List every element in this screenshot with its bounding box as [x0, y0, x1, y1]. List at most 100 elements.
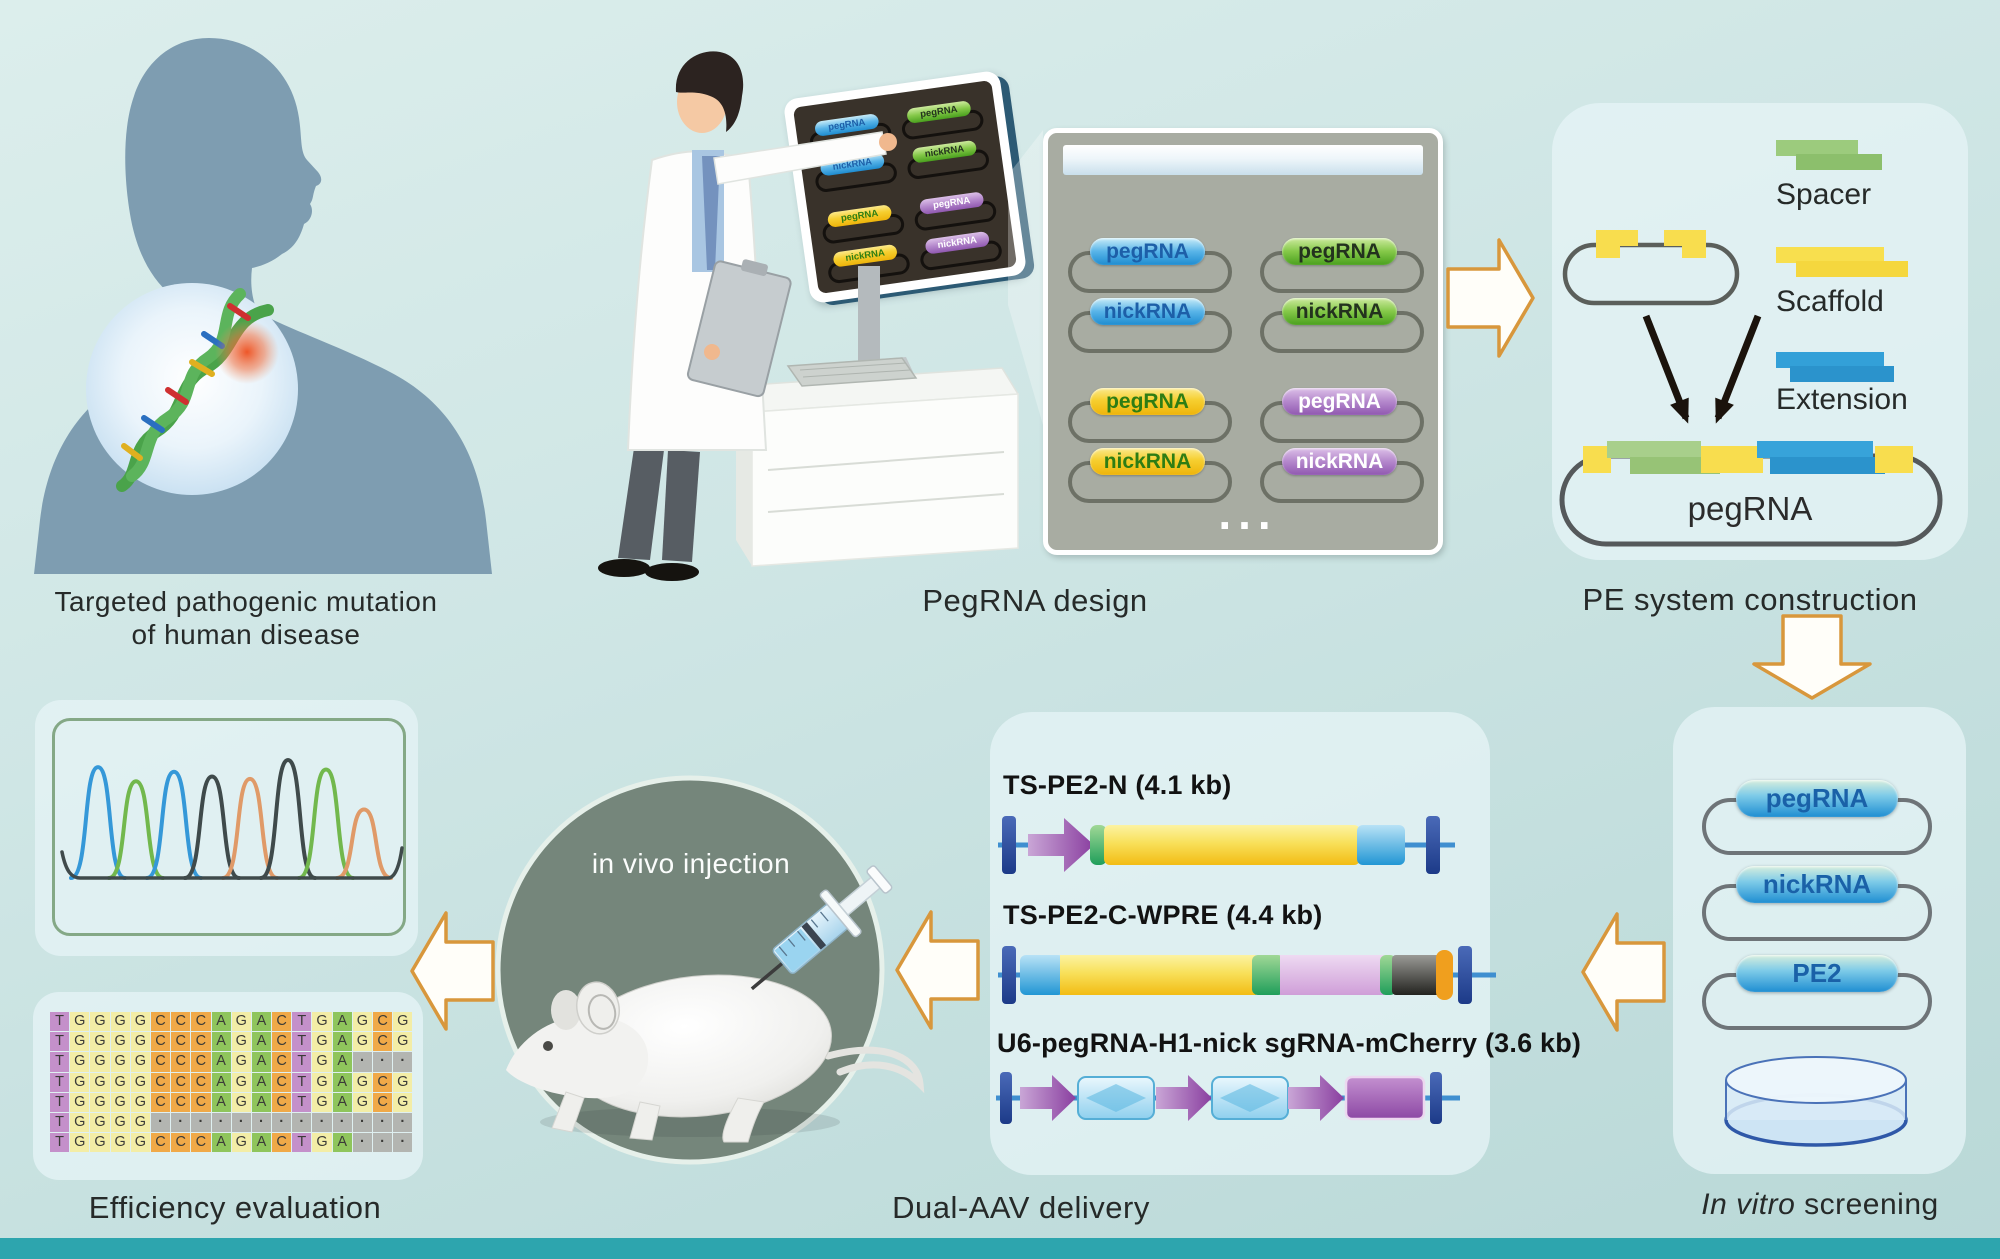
panel-ellipsis: ... [1218, 487, 1278, 539]
alignment-cell: G [352, 1072, 372, 1092]
step4-rest: screening [1795, 1188, 1939, 1221]
plasmid-unit: PE2 [1702, 955, 1934, 1050]
construct2-title: TS-PE2-C-WPRE (4.4 kb) [1003, 900, 1323, 930]
hand [879, 133, 897, 151]
chromatogram-frame [52, 718, 406, 936]
alignment-cell: T [292, 1072, 312, 1092]
mouse-tail [824, 1046, 925, 1094]
alignment-cell: G [110, 1133, 130, 1153]
alignment-cell: C [171, 1092, 191, 1112]
chromatogram-peak [145, 769, 203, 880]
nickRNA-pill: nickRNA [1282, 448, 1397, 475]
pegRNA-pill: pegRNA [1090, 238, 1205, 265]
alignment-cell: G [110, 1032, 130, 1052]
construct-U6-pegRNA [996, 1072, 1460, 1124]
alignment-cell: · [393, 1112, 413, 1133]
alignment-cell: · [373, 1133, 393, 1153]
alignment-cell: A [211, 1052, 231, 1072]
alignment-cell: G [312, 1032, 332, 1052]
alignment-cell: A [211, 1133, 231, 1153]
alignment-cell: G [110, 1012, 130, 1032]
alignment-cell: A [251, 1133, 272, 1153]
pointing-arm [713, 131, 887, 185]
chromatogram-peak [335, 807, 393, 880]
alignment-cell: G [110, 1072, 130, 1092]
alignment-cell: C [171, 1052, 191, 1072]
alignment-cell: T [50, 1072, 70, 1092]
promoter-arrow-icon [1028, 818, 1094, 872]
alignment-cell: · [231, 1112, 251, 1133]
plasmid-unit: nickRNA [1702, 866, 1934, 961]
alignment-cell: C [272, 1052, 292, 1072]
alignment-cell: G [352, 1012, 372, 1032]
mouse-eye [543, 1041, 553, 1051]
alignment-cell: G [90, 1012, 110, 1032]
clipboard [686, 259, 792, 398]
alignment-cell: C [191, 1092, 211, 1112]
mutation-glow [215, 320, 279, 384]
alignment-cell: G [90, 1052, 110, 1072]
alignment-cell: C [373, 1072, 393, 1092]
construct1-title: TS-PE2-N (4.1 kb) [1003, 770, 1232, 800]
step1-line1: Targeted pathogenic mutation [54, 586, 438, 617]
nickRNA-pill: nickRNA [1282, 298, 1397, 325]
step5-label: Dual-AAV delivery [892, 1190, 1150, 1225]
arrow-right-icon [1446, 238, 1535, 358]
assembled-pegRNA-label: pegRNA [1687, 490, 1813, 527]
alignment-cell: · [251, 1112, 272, 1133]
alignment-cell: · [393, 1133, 413, 1153]
arrow-down-icon [1752, 614, 1872, 700]
alignment-cell: G [110, 1052, 130, 1072]
alignment-cell: C [373, 1032, 393, 1052]
nickRNA-pill: nickRNA [1090, 448, 1205, 475]
nickRNA-pill: nickRNA [1090, 298, 1205, 325]
pegRNA-design-panel: pegRNA nickRNA pegRNA nickRNA pegRNA nic… [1043, 128, 1443, 555]
alignment-cell: G [393, 1032, 413, 1052]
arrow-left-icon [1581, 912, 1666, 1032]
pe-construction-art [1559, 140, 1943, 547]
alignment-cell: C [272, 1072, 292, 1092]
plasmid-unit: nickRNA [1068, 448, 1254, 508]
arrow-left-icon [410, 911, 495, 1031]
construct-TS-PE2-C-WPRE [998, 946, 1496, 1004]
alignment-cell: C [373, 1012, 393, 1032]
alignment-cell: · [292, 1112, 312, 1133]
legend-spacer-blocks [1776, 140, 1882, 170]
human-silhouette [34, 38, 492, 574]
PE2-pill: PE2 [1736, 955, 1898, 992]
alignment-cell: G [90, 1032, 110, 1052]
alignment-cell: G [130, 1032, 150, 1052]
alignment-cell: G [312, 1012, 332, 1032]
syringe-icon [750, 865, 893, 991]
alignment-cell: A [332, 1032, 352, 1052]
alignment-cell: G [70, 1052, 90, 1072]
alignment-cell: C [150, 1032, 171, 1052]
plasmid-unit: pegRNA [1260, 238, 1446, 298]
alignment-cell: T [50, 1092, 70, 1112]
step7-label: Efficiency evaluation [88, 1190, 382, 1225]
chromatogram [60, 758, 404, 880]
alignment-cell: G [70, 1032, 90, 1052]
itr-right [1426, 816, 1440, 874]
alignment-cell: G [130, 1092, 150, 1112]
alignment-cell: G [231, 1032, 251, 1052]
alignment-cell: · [150, 1112, 171, 1133]
promoter-arrow-icon [1288, 1075, 1344, 1121]
alignment-cell: G [231, 1072, 251, 1092]
alignment-cell: G [231, 1133, 251, 1153]
itr-left [1002, 946, 1016, 1004]
alignment-cell: G [90, 1092, 110, 1112]
itr-left [1002, 816, 1016, 874]
step1-line2: of human disease [131, 619, 361, 651]
alignment-cell: T [50, 1112, 70, 1133]
scientist [598, 51, 897, 581]
plasmid-unit: pegRNA [1068, 238, 1254, 298]
alignment-cell: G [312, 1072, 332, 1092]
alignment-cell: · [352, 1052, 372, 1072]
alignment-cell: G [312, 1052, 332, 1072]
alignment-cell: G [130, 1012, 150, 1032]
alignment-cell: C [272, 1133, 292, 1153]
alignment-cell: · [373, 1112, 393, 1133]
alignment-cell: C [272, 1092, 292, 1112]
